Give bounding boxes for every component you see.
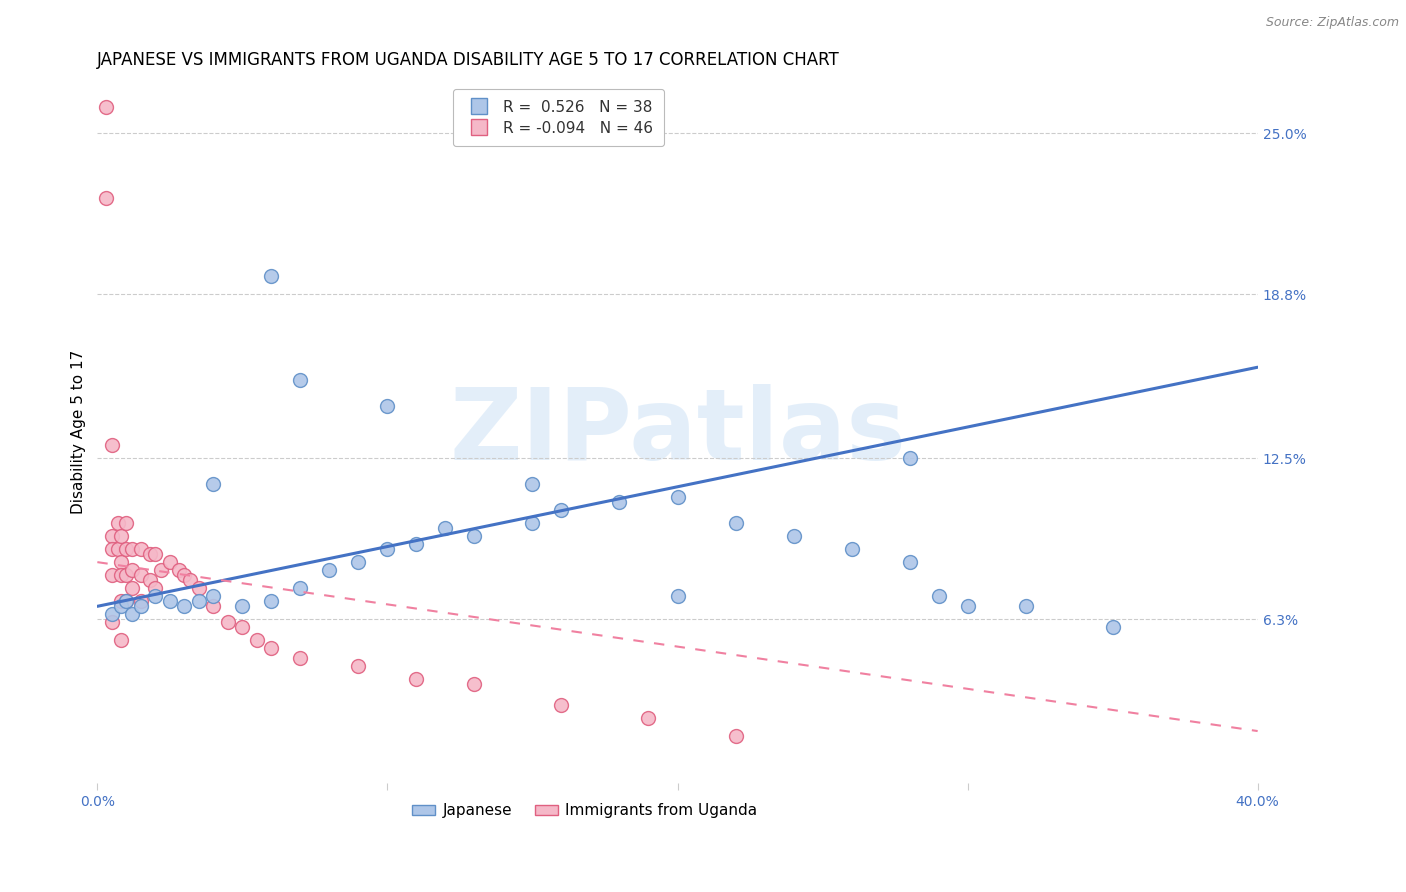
Point [217,615,239,629]
Point [724,729,747,743]
Point [115,594,138,608]
Point [101,615,124,629]
Point [609,495,631,509]
Point [231,599,253,614]
Point [841,542,863,557]
Point [522,516,544,530]
Point [898,451,921,466]
Point [550,698,572,712]
Point [167,563,190,577]
Point [347,659,370,673]
Point [110,594,132,608]
Point [1014,599,1036,614]
Legend: Japanese, Immigrants from Uganda: Japanese, Immigrants from Uganda [406,797,763,824]
Text: JAPANESE VS IMMIGRANTS FROM UGANDA DISABILITY AGE 5 TO 17 CORRELATION CHART: JAPANESE VS IMMIGRANTS FROM UGANDA DISAB… [97,51,841,69]
Point [782,529,804,543]
Point [173,568,195,582]
Point [666,490,689,504]
Point [290,651,312,665]
Point [94,100,117,114]
Point [173,599,195,614]
Point [129,542,152,557]
Point [405,537,427,551]
Point [260,594,283,608]
Point [138,574,160,588]
Point [101,438,124,452]
Point [202,599,225,614]
Point [260,640,283,655]
Point [138,547,160,561]
Point [522,477,544,491]
Point [463,677,485,691]
Point [145,589,167,603]
Point [129,594,152,608]
Point [637,711,659,725]
Point [101,568,124,582]
Point [260,269,283,284]
Point [347,555,370,569]
Text: Source: ZipAtlas.com: Source: ZipAtlas.com [1265,16,1399,29]
Point [290,581,312,595]
Point [434,521,457,535]
Point [107,516,129,530]
Point [101,542,124,557]
Point [150,563,173,577]
Point [550,503,572,517]
Point [121,563,143,577]
Point [231,620,253,634]
Point [724,516,747,530]
Point [159,555,181,569]
Point [121,542,143,557]
Point [202,589,225,603]
Point [202,477,225,491]
Point [115,516,138,530]
Point [187,594,209,608]
Point [101,529,124,543]
Point [405,672,427,686]
Point [928,589,950,603]
Point [110,529,132,543]
Point [318,563,340,577]
Point [463,529,485,543]
Point [179,574,201,588]
Point [110,555,132,569]
Point [110,568,132,582]
Point [145,581,167,595]
Point [110,599,132,614]
Point [290,373,312,387]
Point [129,599,152,614]
Point [110,633,132,648]
Point [666,589,689,603]
Point [159,594,181,608]
Point [1101,620,1123,634]
Point [145,547,167,561]
Point [115,594,138,608]
Y-axis label: Disability Age 5 to 17: Disability Age 5 to 17 [72,350,86,515]
Point [121,607,143,621]
Point [377,542,399,557]
Point [898,555,921,569]
Point [115,568,138,582]
Point [246,633,269,648]
Point [129,568,152,582]
Point [121,581,143,595]
Point [107,542,129,557]
Text: ZIPatlas: ZIPatlas [449,384,905,481]
Point [94,191,117,205]
Point [101,607,124,621]
Point [377,399,399,413]
Point [115,542,138,557]
Point [956,599,979,614]
Point [187,581,209,595]
